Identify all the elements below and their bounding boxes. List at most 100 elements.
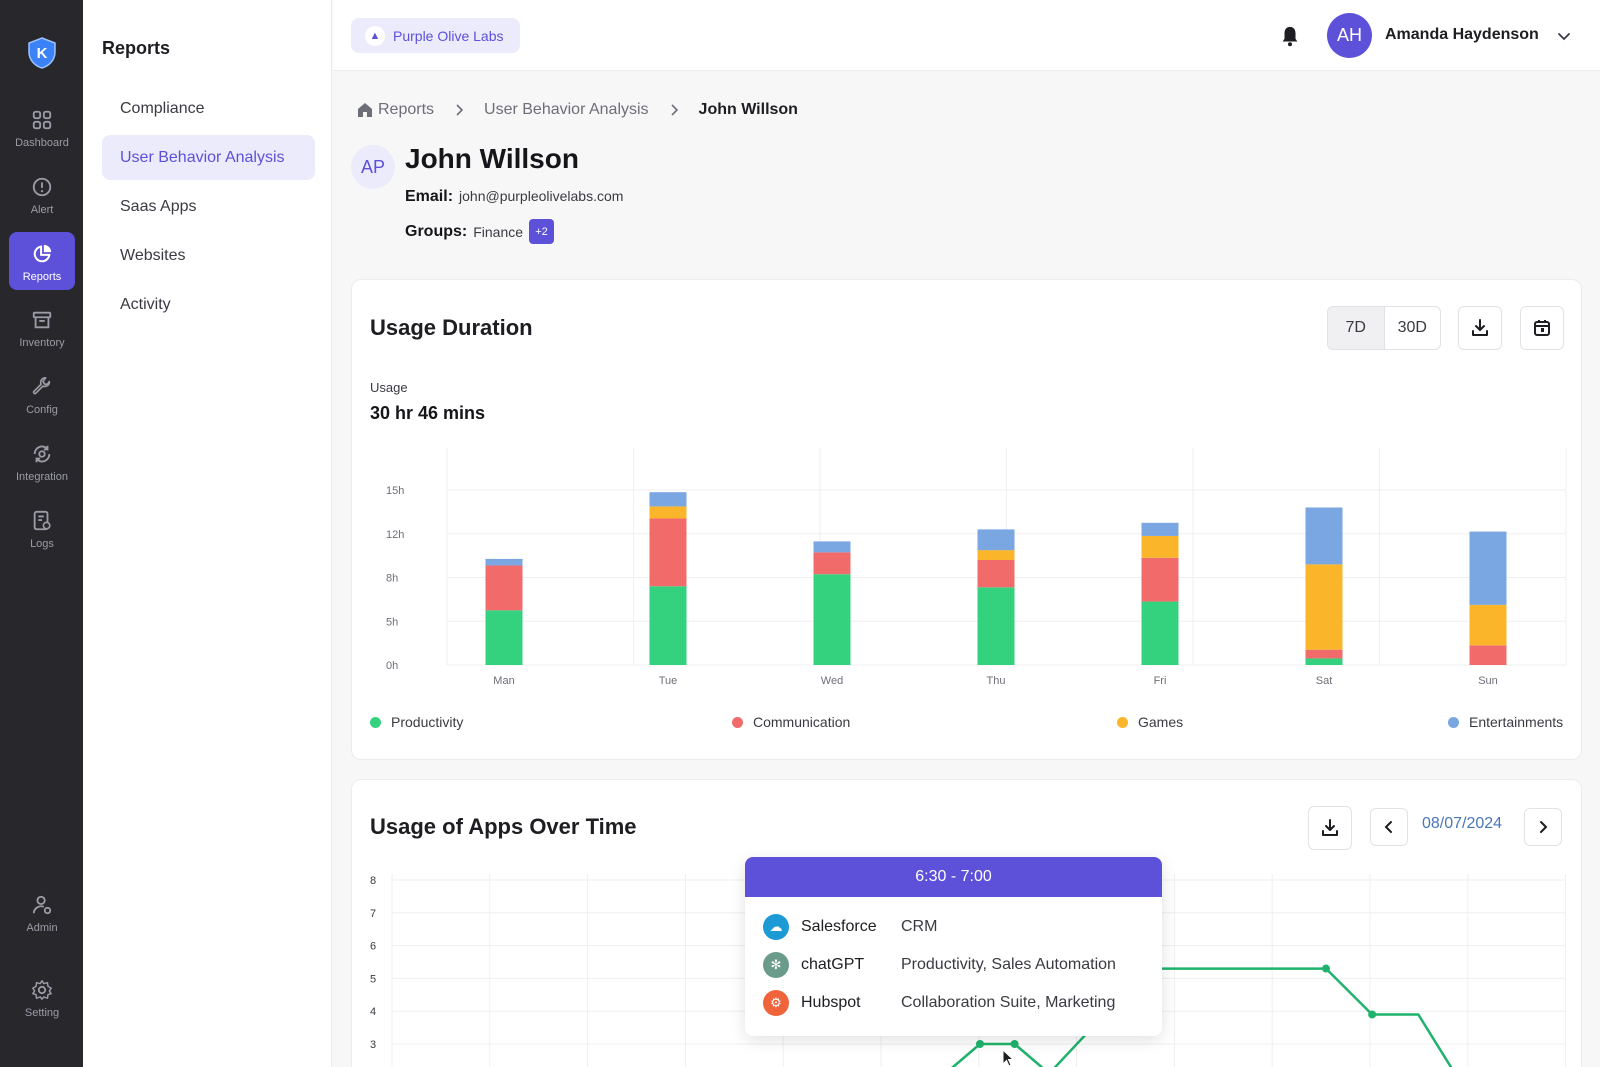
bar-segment-productivity[interactable] xyxy=(1141,601,1179,665)
bar-segment-communication[interactable] xyxy=(1469,645,1507,665)
user-avatar[interactable]: AH xyxy=(1327,13,1372,58)
rail-item-config[interactable]: Config xyxy=(9,365,75,423)
tooltip-row: ✻ chatGPT Productivity, Sales Automation xyxy=(763,952,1116,978)
legend-item-games[interactable]: Games xyxy=(1117,714,1183,730)
line-point[interactable] xyxy=(1010,1040,1019,1048)
profile-email: Email: john@purpleolivelabs.com xyxy=(405,188,623,206)
home-icon[interactable] xyxy=(356,101,374,119)
y-tick-label: 3 xyxy=(370,1039,376,1051)
rail-item-reports[interactable]: Reports xyxy=(9,232,75,290)
next-date-button[interactable] xyxy=(1524,808,1562,846)
y-tick-label: 6 xyxy=(370,941,376,953)
rail-item-dashboard[interactable]: Dashboard xyxy=(9,98,75,156)
bar-segment-communication[interactable] xyxy=(485,565,523,611)
bar-segment-productivity[interactable] xyxy=(813,574,851,665)
tooltip-row: ☁ Salesforce CRM xyxy=(763,914,937,940)
subnav-title: Reports xyxy=(102,38,171,58)
archive-icon xyxy=(32,311,52,329)
legend-label: Communication xyxy=(753,714,851,730)
bar-segment-entertainments[interactable] xyxy=(485,558,523,566)
legend-item-communication[interactable]: Communication xyxy=(732,714,850,730)
legend-dot xyxy=(1117,716,1128,728)
rail-item-label: Reports xyxy=(22,271,62,283)
breadcrumb-user-behavior[interactable]: User Behavior Analysis xyxy=(484,101,649,118)
email-value: john@purpleolivelabs.com xyxy=(459,188,624,204)
chevron-down-icon[interactable] xyxy=(1556,28,1572,44)
org-logo-icon: ▲ xyxy=(365,25,385,46)
line-point[interactable] xyxy=(976,1040,984,1048)
gear-icon xyxy=(32,980,52,1000)
bar-segment-communication[interactable] xyxy=(977,560,1015,588)
tooltip-app-category: Productivity, Sales Automation xyxy=(901,956,1116,973)
x-tick-label: Tue xyxy=(659,675,678,687)
x-tick-label: Sun xyxy=(1478,675,1498,687)
subnav-item-saas-apps[interactable]: Saas Apps xyxy=(120,197,197,215)
more-groups-badge[interactable]: +2 xyxy=(529,219,555,244)
legend-item-entertainments[interactable]: Entertainments xyxy=(1448,714,1563,730)
bar-segment-entertainments[interactable] xyxy=(1469,531,1507,605)
download-button[interactable] xyxy=(1308,806,1352,850)
notification-bell-icon[interactable] xyxy=(1279,24,1301,48)
y-tick-label: 4 xyxy=(370,1006,376,1018)
bar-segment-games[interactable] xyxy=(977,550,1015,560)
bar-segment-games[interactable] xyxy=(1141,535,1179,558)
line-point[interactable] xyxy=(1322,964,1330,973)
calendar-button[interactable] xyxy=(1520,306,1564,350)
bar-segment-communication[interactable] xyxy=(649,518,687,587)
tooltip-app-name: Hubspot xyxy=(801,994,861,1011)
bar-segment-communication[interactable] xyxy=(1141,557,1179,602)
rail-item-logs[interactable]: Logs xyxy=(9,499,75,557)
legend-item-productivity[interactable]: Productivity xyxy=(370,714,463,730)
selected-date[interactable]: 08/07/2024 xyxy=(1422,815,1503,832)
wrench-icon xyxy=(32,377,51,395)
rail-item-label: Config xyxy=(26,404,58,416)
rail-item-inventory[interactable]: Inventory xyxy=(9,298,75,356)
rail-item-setting[interactable]: Setting xyxy=(9,968,75,1026)
rail-item-label: Integration xyxy=(16,471,68,483)
download-button[interactable] xyxy=(1458,306,1502,350)
bar-segment-games[interactable] xyxy=(1469,604,1507,646)
range-30d-button[interactable]: 30D xyxy=(1397,319,1427,336)
bar-segment-communication[interactable] xyxy=(1305,649,1343,659)
bar-segment-games[interactable] xyxy=(649,506,687,519)
breadcrumb-reports[interactable]: Reports xyxy=(378,101,435,118)
legend-dot xyxy=(370,716,381,728)
subnav-item-compliance[interactable]: Compliance xyxy=(120,99,205,117)
y-tick-label: 8 xyxy=(370,875,376,887)
user-name[interactable]: Amanda Haydenson xyxy=(1385,26,1539,43)
tooltip-title: 6:30 - 7:00 xyxy=(745,857,1162,897)
previous-date-button[interactable] xyxy=(1370,808,1408,846)
shield-logo-icon[interactable]: K xyxy=(27,37,57,69)
rail-item-alert[interactable]: Alert xyxy=(9,165,75,223)
bar-segment-productivity[interactable] xyxy=(977,587,1015,665)
bar-segment-productivity[interactable] xyxy=(485,610,523,665)
email-label: Email: xyxy=(405,188,454,205)
chart-tooltip: 6:30 - 7:00 ☁ Salesforce CRM ✻ chatGPT Produc… xyxy=(745,857,1162,1036)
line-point[interactable] xyxy=(1368,1010,1377,1019)
salesforce-logo-icon: ☁ xyxy=(763,914,789,940)
y-tick-label: 12h xyxy=(386,529,404,541)
legend-label: Productivity xyxy=(391,714,464,730)
subnav-item-websites[interactable]: Websites xyxy=(120,246,186,264)
bar-segment-entertainments[interactable] xyxy=(977,529,1015,551)
bar-segment-entertainments[interactable] xyxy=(1305,507,1343,565)
subnav-item-activity[interactable]: Activity xyxy=(120,295,171,313)
org-switcher[interactable]: ▲ Purple Olive Labs xyxy=(351,18,520,53)
bar-segment-productivity[interactable] xyxy=(1305,658,1343,665)
bar-segment-productivity[interactable] xyxy=(649,586,687,665)
rail-item-integration[interactable]: Integration xyxy=(9,432,75,490)
bar-segment-games[interactable] xyxy=(1305,564,1343,650)
y-tick-label: 5h xyxy=(386,616,398,628)
x-tick-label: Wed xyxy=(821,675,843,687)
legend-dot xyxy=(1448,716,1459,728)
rail-item-label: Alert xyxy=(30,204,54,216)
mouse-cursor-icon xyxy=(1002,1049,1014,1067)
subnav-item-user-behavior-analysis[interactable]: User Behavior Analysis xyxy=(102,135,315,180)
tooltip-app-category: CRM xyxy=(901,918,938,935)
bar-segment-entertainments[interactable] xyxy=(1141,522,1179,536)
bar-segment-entertainments[interactable] xyxy=(813,541,851,553)
rail-item-admin[interactable]: Admin xyxy=(9,883,75,941)
bar-segment-entertainments[interactable] xyxy=(649,492,687,507)
range-7d-button[interactable]: 7D xyxy=(1328,307,1385,349)
bar-segment-communication[interactable] xyxy=(813,552,851,575)
